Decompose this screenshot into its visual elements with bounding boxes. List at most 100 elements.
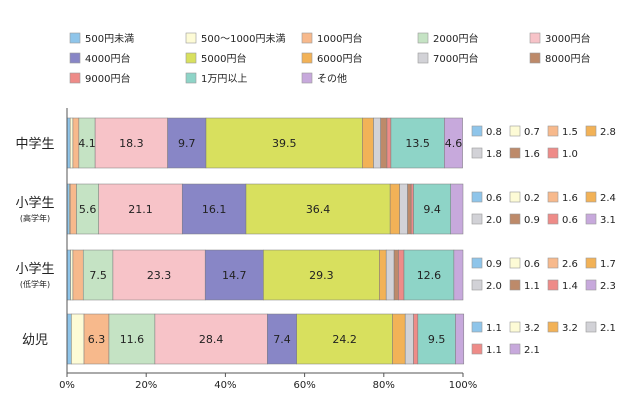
category-label: 中学生 [15,136,54,152]
bar-segment [296,313,393,365]
side-legend-swatch [509,213,521,225]
bar-segment [410,183,414,235]
side-legend-value: 2.1 [600,323,616,334]
side-legend-swatch [471,279,483,291]
bar-segment [393,249,399,301]
legend-label-6: 4000円台 [85,52,130,65]
bar-segment [83,313,110,365]
legend-swatch-8 [301,52,313,64]
bar-segment [154,313,268,365]
side-legend-swatch [471,257,483,269]
bar-segment [94,117,168,169]
category-sublabel: (高学年) [20,213,50,223]
side-legend-value: 1.1 [486,345,502,356]
bar-label: 6.3 [88,333,106,346]
legend-label-7: 5000円台 [201,52,246,65]
bar-segment [71,313,85,365]
bar-segment [205,117,363,169]
bar-label: 7.5 [89,269,107,282]
legend-swatch-12 [185,72,197,84]
side-legend-swatch [585,191,597,203]
category-label: 小学生 [15,261,54,277]
side-legend-swatch [547,147,559,159]
category-sublabel: (低学年) [20,279,50,289]
side-legend-value: 0.9 [524,215,540,226]
bar-label: 13.5 [405,137,430,150]
side-legend-swatch [547,279,559,291]
legend-swatch-5 [529,32,541,44]
bar-segment [398,249,405,301]
side-legend-value: 2.8 [600,127,616,138]
side-legend-swatch [509,257,521,269]
legend-swatch-3 [301,32,313,44]
side-legend-value: 0.2 [524,193,540,204]
bar-segment [70,249,74,301]
x-tick-label: 40% [214,380,236,391]
bar-label: 16.1 [202,203,227,216]
bar-label: 4.1 [78,137,96,150]
side-legend-value: 1.1 [524,281,540,292]
side-legend-value: 1.0 [562,149,578,160]
bar-segment [66,249,71,301]
bar-segment [69,117,74,169]
side-legends: 0.8 0.7 1.5 2.8 1.8 1.6 1.0 0.6 0.2 1.6 2.4 2.0 0.9 0… [471,125,616,356]
side-legend-value: 1.1 [486,323,502,334]
x-tick-label: 0% [59,380,75,391]
side-legend-swatch [547,321,559,333]
bar-segment [403,249,455,301]
category-label: 小学生 [15,195,54,211]
bar-segment [373,117,381,169]
category-label: 幼児 [22,333,48,348]
bar-segment [267,313,297,365]
bar-segment [108,313,156,365]
bar-segment [450,183,464,235]
legend-swatch-4 [417,32,429,44]
side-legend-value: 3.1 [600,215,616,226]
bar-label: 4.6 [445,137,463,150]
bar-segment [399,183,408,235]
legend: 500円未満 500〜1000円未満 1000円台 2000円台 3000円台 4000円… [69,32,590,85]
side-legend-value: 1.6 [562,193,578,204]
bar-label: 9.4 [423,203,441,216]
side-legend-swatch [585,213,597,225]
side-legend-swatch [471,321,483,333]
side-legend-value: 3.2 [562,323,578,334]
bar-segment [167,117,207,169]
x-tick-label: 60% [293,380,315,391]
bar-segment [112,249,206,301]
bar-label: 36.4 [306,203,331,216]
x-tick-label: 80% [373,380,395,391]
side-legend-value: 2.4 [600,193,616,204]
bar-segment [404,313,414,365]
legend-swatch-1 [69,32,81,44]
bar-label: 18.3 [119,137,144,150]
bar-segment [69,183,77,235]
side-legend-value: 2.0 [486,281,502,292]
bar-segment [72,249,84,301]
bar-label: 21.1 [128,203,153,216]
legend-label-5: 3000円台 [545,32,590,45]
side-legend-value: 1.6 [524,149,540,160]
bar-segment [407,183,412,235]
bar-segment [181,183,247,235]
side-legend-value: 0.6 [524,259,540,270]
bar-segment [417,313,456,365]
side-legend-swatch [547,125,559,137]
bar-label: 7.4 [273,333,291,346]
bar-label: 9.7 [178,137,196,150]
legend-label-4: 2000円台 [433,32,478,45]
legend-swatch-10 [529,52,541,64]
bar-label: 23.3 [147,269,172,282]
bar-segment [98,183,183,235]
side-legend-value: 0.7 [524,127,540,138]
x-tick-label: 20% [135,380,157,391]
bar-segment [386,117,392,169]
bar-segment [204,249,264,301]
legend-label-12: 1万円以上 [201,73,247,85]
x-tick-label: 100% [449,380,478,391]
bar-label: 28.4 [199,333,224,346]
legend-swatch-7 [185,52,197,64]
side-legend-value: 2.0 [486,215,502,226]
side-legend-swatch [471,343,483,355]
